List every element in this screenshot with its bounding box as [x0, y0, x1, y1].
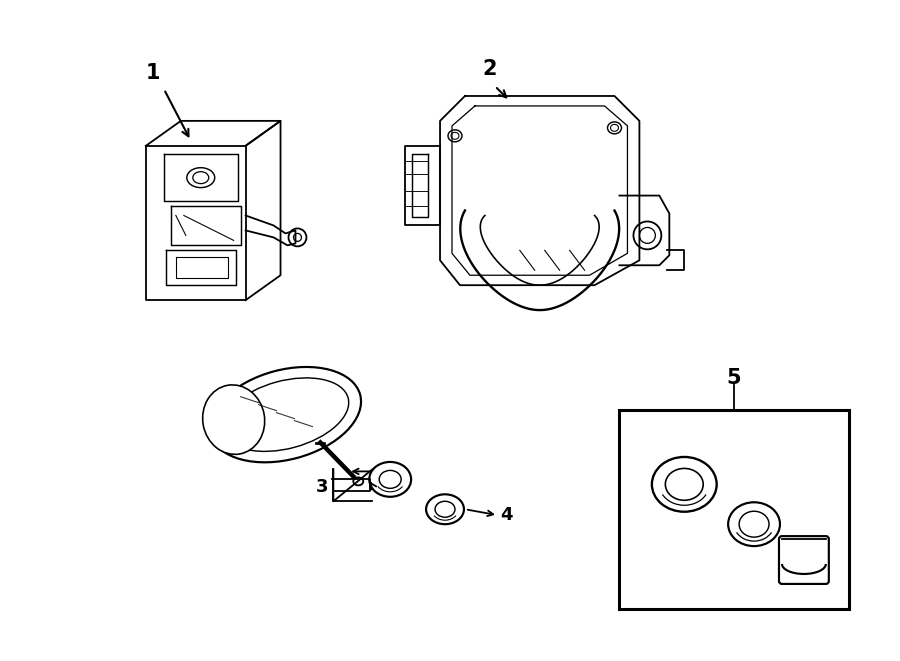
Text: 2: 2 [482, 59, 497, 79]
Text: 1: 1 [146, 63, 160, 83]
Text: 3: 3 [316, 479, 328, 496]
Ellipse shape [451, 132, 459, 139]
Ellipse shape [739, 511, 769, 537]
Ellipse shape [435, 501, 455, 517]
FancyBboxPatch shape [779, 536, 829, 584]
Ellipse shape [379, 471, 401, 488]
Ellipse shape [665, 469, 703, 500]
Ellipse shape [210, 367, 361, 462]
Ellipse shape [426, 494, 464, 524]
Ellipse shape [193, 172, 209, 184]
Ellipse shape [652, 457, 716, 512]
Ellipse shape [608, 122, 622, 134]
Ellipse shape [202, 385, 265, 454]
Text: 5: 5 [727, 368, 742, 388]
Bar [619, 410, 849, 609]
Ellipse shape [448, 130, 462, 142]
Ellipse shape [369, 462, 411, 497]
Ellipse shape [187, 168, 215, 188]
Ellipse shape [728, 502, 780, 546]
Ellipse shape [354, 477, 364, 485]
Ellipse shape [222, 378, 348, 451]
Text: 4: 4 [500, 506, 512, 524]
Ellipse shape [610, 124, 618, 132]
